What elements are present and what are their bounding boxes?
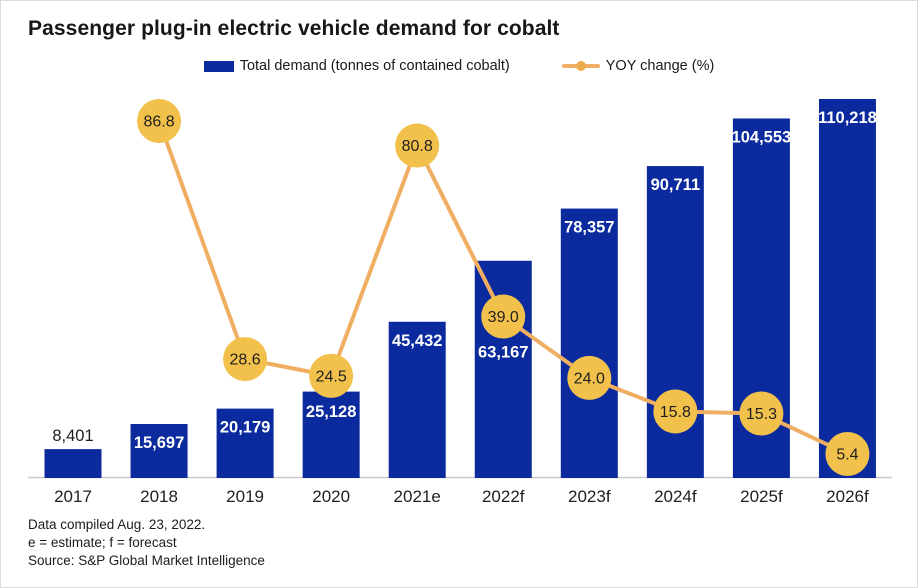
x-tick-label-2021e: 2021e	[394, 487, 441, 506]
bar-value-label-2022f: 63,167	[478, 344, 528, 362]
yoy-value-label-2024f: 15.8	[660, 404, 691, 421]
yoy-value-label-2025f: 15.3	[746, 406, 777, 423]
bar-2021e	[388, 321, 446, 478]
bar-value-label-2026f: 110,218	[818, 109, 877, 127]
bar-value-label-2023f: 78,357	[564, 219, 614, 237]
yoy-value-label-2026f: 5.4	[836, 447, 858, 464]
yoy-value-label-2021e: 80.8	[402, 138, 433, 155]
footnote-source: Source: S&P Global Market Intelligence	[28, 553, 265, 568]
yoy-marker-2024f	[653, 389, 698, 434]
x-tick-label-2017: 2017	[54, 487, 92, 506]
legend-item-total-demand: Total demand (tonnes of contained cobalt…	[203, 58, 510, 74]
line-marker-dot	[575, 61, 586, 71]
footnote-data-compiled: Data compiled Aug. 23, 2022.	[28, 517, 206, 532]
x-tick-label-2026f: 2026f	[826, 487, 869, 506]
yoy-value-label-2023f: 24.0	[574, 370, 605, 387]
legend-item-yoy-change: YOY change (%)	[561, 58, 715, 74]
legend: Total demand (tonnes of contained cobalt…	[1, 58, 917, 74]
x-tick-label-2024f: 2024f	[654, 487, 697, 506]
x-tick-label-2018: 2018	[140, 487, 178, 506]
yoy-marker-2018	[137, 99, 182, 143]
x-tick-label-2023f: 2023f	[568, 487, 611, 506]
legend-label-yoy-change: YOY change (%)	[605, 58, 715, 74]
bar-value-label-2025f: 104,553	[732, 128, 792, 146]
yoy-marker-2023f	[567, 355, 612, 400]
bar-2022f	[474, 260, 532, 478]
x-tick-label-2022f: 2022f	[482, 487, 525, 506]
bar-value-label-2018: 15,697	[134, 434, 184, 452]
bar-value-label-2021e: 45,432	[392, 332, 442, 350]
yoy-value-label-2020: 24.5	[316, 368, 347, 385]
bar-2023f	[560, 208, 618, 478]
bar-series-swatch-icon	[203, 60, 234, 72]
bar-value-label-2017: 8,401	[52, 427, 93, 445]
bar-2026f	[818, 99, 876, 478]
yoy-marker-2019	[223, 337, 268, 382]
chart-title: Passenger plug-in electric vehicle deman…	[28, 17, 560, 40]
bar-2020	[302, 391, 360, 478]
bar-2019	[216, 408, 274, 478]
bar-value-label-2019: 20,179	[220, 419, 270, 437]
footnotes: Data compiled Aug. 23, 2022. e = estimat…	[28, 516, 265, 570]
yoy-marker-2020	[309, 353, 354, 398]
x-tick-label-2019: 2019	[226, 487, 264, 506]
yoy-marker-2022f	[481, 294, 526, 339]
bar-2017	[44, 449, 102, 478]
x-tick-label-2025f: 2025f	[740, 487, 783, 506]
yoy-value-label-2019: 28.6	[230, 352, 261, 369]
yoy-value-label-2018: 86.8	[143, 114, 174, 131]
yoy-marker-2021e	[395, 123, 440, 168]
bar-2018	[130, 424, 188, 478]
bar-value-label-2024f: 90,711	[651, 176, 701, 194]
legend-label-total-demand: Total demand (tonnes of contained cobalt…	[239, 58, 510, 74]
yoy-marker-2025f	[739, 391, 784, 436]
yoy-marker-2026f	[825, 432, 870, 476]
footnote-estimate-forecast: e = estimate; f = forecast	[28, 535, 177, 550]
line-series-marker-icon	[561, 60, 600, 72]
bar-value-label-2020: 25,128	[306, 403, 356, 421]
x-tick-label-2020: 2020	[312, 487, 350, 506]
yoy-value-label-2022f: 39.0	[488, 309, 519, 326]
